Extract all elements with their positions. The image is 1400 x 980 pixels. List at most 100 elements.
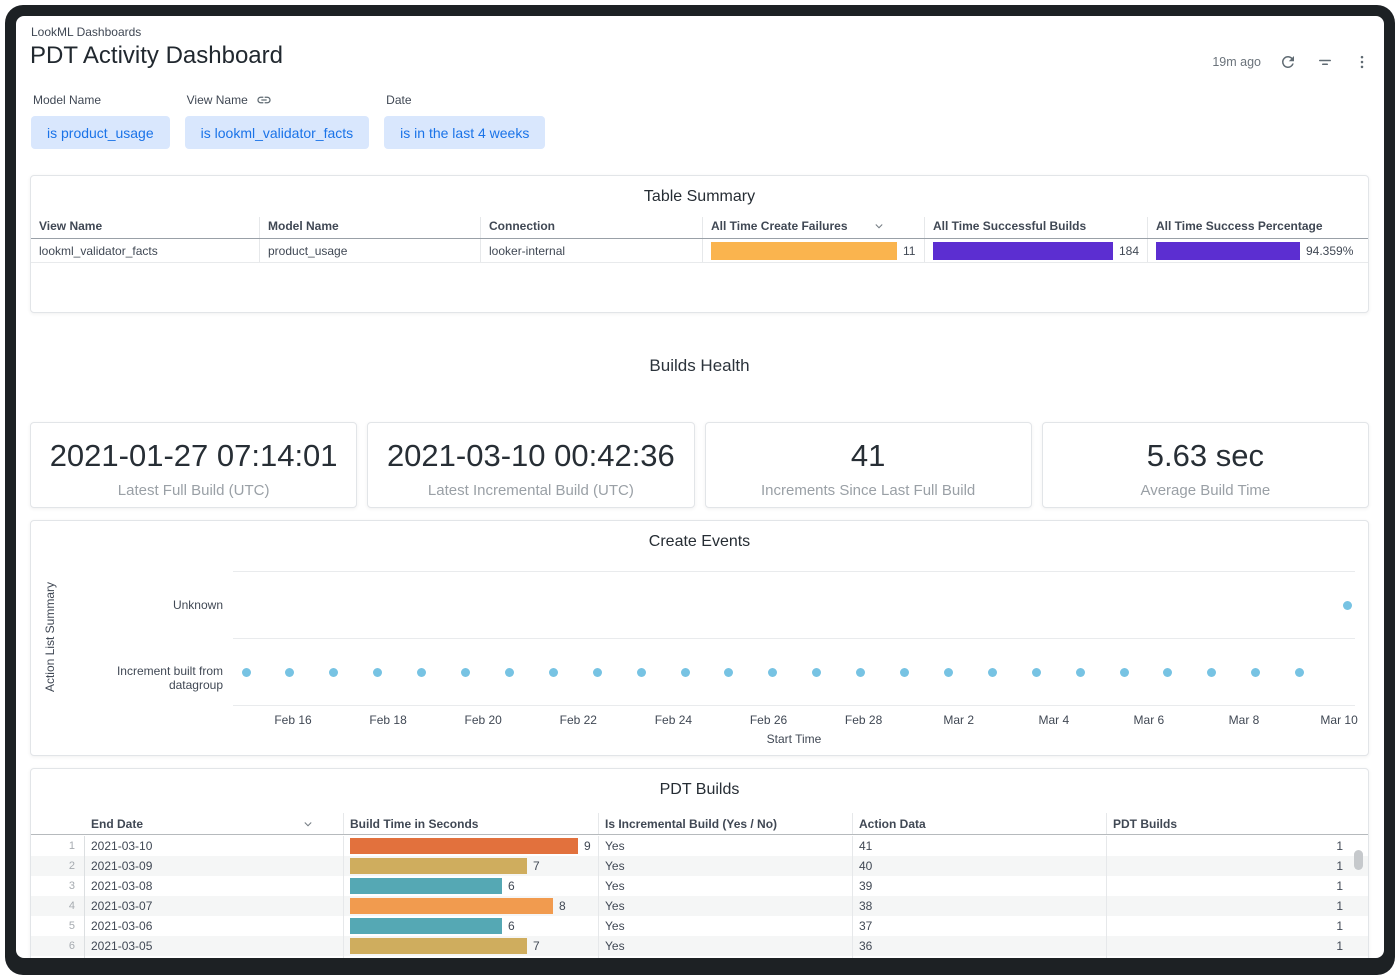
column-header-label: Connection — [489, 219, 555, 233]
table-row[interactable]: 2 2021-03-09 7 Yes 40 1 — [31, 856, 1368, 876]
value-bar — [933, 241, 1113, 260]
column-header-build-time-in-seconds[interactable]: Build Time in Seconds — [343, 813, 598, 834]
scatter-point[interactable] — [1031, 667, 1041, 677]
scatter-point[interactable] — [1207, 667, 1217, 677]
x-tick-label: Feb 22 — [559, 713, 597, 727]
table-summary-header-row: View Name Model Name Connection All Time Cr… — [31, 217, 1368, 239]
table-row[interactable]: 3 2021-03-08 6 Yes 39 1 — [31, 876, 1368, 896]
column-header-connection[interactable]: Connection — [480, 217, 702, 238]
is-incremental-cell: Yes — [598, 836, 852, 856]
build-time-value: 6 — [508, 919, 515, 933]
filter-chip-model-name[interactable]: is product_usage — [31, 116, 170, 149]
scatter-point[interactable] — [1119, 667, 1129, 677]
scatter-point[interactable] — [417, 667, 427, 677]
x-tick-label: Feb 24 — [654, 713, 693, 727]
kpi-row: 2021-01-27 07:14:01 Latest Full Build (UT… — [30, 422, 1369, 508]
kebab-menu-icon[interactable] — [1352, 52, 1372, 72]
x-tick-label: Feb 26 — [749, 713, 788, 727]
action-data-cell: 40 — [852, 856, 1106, 876]
column-header-label: Action Data — [859, 816, 926, 831]
column-header-end-date[interactable]: End Date — [85, 813, 343, 834]
scatter-point[interactable] — [504, 667, 514, 677]
scatter-point[interactable] — [1251, 667, 1261, 677]
build-time-bar — [350, 838, 578, 854]
scatter-point[interactable] — [285, 667, 295, 677]
scatter-point[interactable] — [329, 667, 339, 677]
scatter-point[interactable] — [768, 667, 778, 677]
scatter-point[interactable] — [592, 667, 602, 677]
column-header-view-name[interactable]: View Name — [31, 217, 259, 238]
table-cell: lookml_validator_facts — [39, 243, 158, 258]
is-incremental-cell: Yes — [598, 876, 852, 896]
table-row[interactable]: 1 2021-03-10 9 Yes 41 1 — [31, 836, 1368, 856]
row-number-column-header — [31, 813, 85, 834]
filter-chip-view-name[interactable]: is lookml_validator_facts — [184, 116, 370, 149]
action-data-cell: 36 — [852, 936, 1106, 956]
scatter-point[interactable] — [943, 667, 953, 677]
scatter-point[interactable] — [1163, 667, 1173, 677]
scatter-point[interactable] — [241, 667, 251, 677]
window-frame: LookML Dashboards PDT Activity Dashboard… — [5, 5, 1395, 975]
bar-cell[interactable]: 184 — [924, 239, 1147, 262]
scatter-point[interactable] — [812, 667, 822, 677]
row-number: 2 — [31, 856, 85, 876]
chevron-down-icon — [301, 817, 315, 831]
end-date-cell: 2021-03-07 — [91, 899, 153, 913]
pdt-builds-cell: 1 — [1106, 896, 1353, 916]
scatter-point[interactable] — [1075, 667, 1085, 677]
column-header-label: View Name — [39, 219, 103, 233]
build-time-bar-cell — [343, 956, 598, 958]
bar-cell[interactable]: 11 — [702, 239, 924, 262]
action-data-cell: 41 — [852, 836, 1106, 856]
scatter-point[interactable] — [461, 667, 470, 677]
pdt-builds-body: 1 2021-03-10 9 Yes 41 1 2 2021-03-09 7 Yes 40 1 3 202… — [31, 836, 1368, 958]
table-row[interactable]: 5 2021-03-06 6 Yes 37 1 — [31, 916, 1368, 936]
scatter-point[interactable] — [987, 667, 997, 677]
create-events-card: Create Events Action List Summary Unknow… — [30, 520, 1369, 756]
is-incremental-cell: Yes — [598, 936, 852, 956]
filter-group-date: Date is in the last 4 weeks — [384, 93, 546, 149]
column-header-model-name[interactable]: Model Name — [259, 217, 480, 238]
scatter-point[interactable] — [724, 667, 734, 677]
column-header-is-incremental-build-yes-no[interactable]: Is Incremental Build (Yes / No) — [598, 813, 852, 834]
scatter-point[interactable] — [373, 667, 383, 677]
kpi-card-latest-full-build-utc: 2021-01-27 07:14:01 Latest Full Build (UT… — [30, 422, 358, 508]
x-axis-title: Start Time — [766, 732, 822, 746]
scatter-point[interactable] — [856, 667, 866, 677]
column-header-all-time-create-failures[interactable]: All Time Create Failures — [702, 217, 924, 238]
is-incremental-cell: Yes — [598, 856, 852, 876]
gridline — [233, 571, 1355, 572]
bar-cell[interactable]: 94.359% — [1147, 239, 1368, 262]
scatter-point[interactable] — [900, 667, 909, 677]
table-row[interactable]: lookml_validator_facts product_usage looke… — [31, 239, 1368, 263]
column-header-action-data[interactable]: Action Data — [852, 813, 1106, 834]
scatter-point[interactable] — [548, 667, 558, 677]
table-row[interactable]: 6 2021-03-05 7 Yes 36 1 — [31, 936, 1368, 956]
table-cell: looker-internal — [480, 239, 702, 262]
filter-icon[interactable] — [1315, 52, 1335, 72]
row-number: 3 — [31, 876, 85, 896]
column-header-pdt-builds[interactable]: PDT Builds — [1106, 813, 1353, 834]
build-time-bar — [350, 938, 527, 954]
bar-value-label: 11 — [903, 243, 916, 258]
x-tick-label: Feb 20 — [464, 713, 502, 727]
scrollbar-thumb[interactable] — [1354, 850, 1363, 870]
x-tick-label: Feb 16 — [274, 713, 312, 727]
link-icon — [256, 92, 272, 108]
dashboard-page: LookML Dashboards PDT Activity Dashboard… — [16, 16, 1384, 958]
row-number: 6 — [31, 936, 85, 956]
column-header-label: Is Incremental Build (Yes / No) — [605, 816, 778, 831]
scatter-point[interactable] — [636, 667, 646, 677]
scatter-point[interactable] — [1342, 600, 1352, 610]
is-incremental-cell: Yes — [598, 916, 852, 936]
breadcrumb[interactable]: LookML Dashboards — [31, 25, 142, 39]
refresh-icon[interactable] — [1278, 52, 1298, 72]
column-header-all-time-success-percentage[interactable]: All Time Success Percentage — [1147, 217, 1368, 238]
table-row[interactable]: 4 2021-03-07 8 Yes 38 1 — [31, 896, 1368, 916]
scatter-point[interactable] — [1295, 667, 1305, 677]
column-header-all-time-successful-builds[interactable]: All Time Successful Builds — [924, 217, 1147, 238]
table-row[interactable] — [31, 956, 1368, 958]
scatter-point[interactable] — [680, 667, 690, 677]
filter-chip-date[interactable]: is in the last 4 weeks — [384, 116, 546, 149]
